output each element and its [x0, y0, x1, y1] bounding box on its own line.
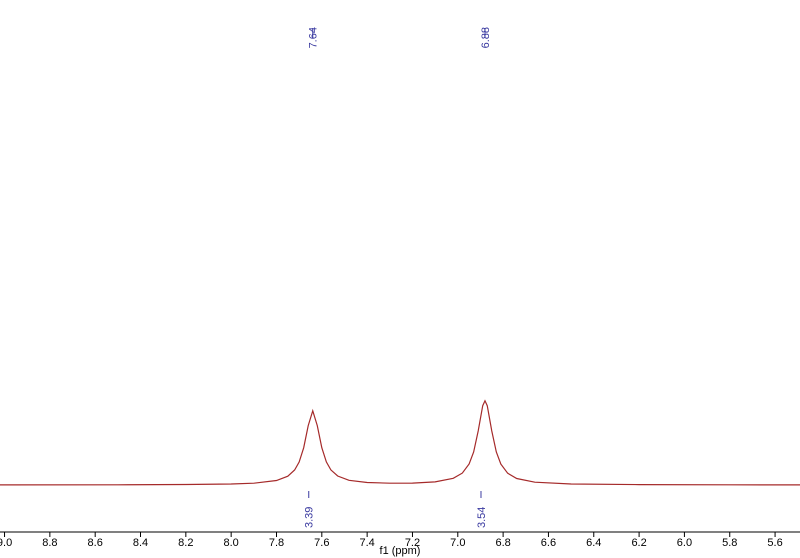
- x-tick-label: 7.0: [450, 537, 465, 549]
- x-tick-label: 7.2: [405, 537, 420, 549]
- x-tick-label: 8.6: [88, 537, 103, 549]
- x-tick-label: 6.8: [495, 537, 510, 549]
- x-tick-label: 8.8: [42, 537, 57, 549]
- x-tick-label: 8.0: [224, 537, 239, 549]
- x-tick-label: 5.6: [767, 537, 782, 549]
- x-tick-label: 6.4: [586, 537, 601, 549]
- x-tick-label: 7.4: [359, 537, 374, 549]
- x-tick-label: 8.2: [178, 537, 193, 549]
- peak-label: 6.88: [480, 27, 492, 48]
- x-tick-label: 7.6: [314, 537, 329, 549]
- spectrum-line: [0, 399, 800, 486]
- x-tick-label: 6.2: [631, 537, 646, 549]
- integral-label: 3.54: [476, 507, 488, 528]
- x-tick-label: 5.8: [722, 537, 737, 549]
- x-tick-label: 8.4: [133, 537, 148, 549]
- x-tick-label: 9.0: [0, 537, 12, 549]
- integral-label: 3.39: [304, 507, 316, 528]
- peak-label: 7.64: [308, 27, 320, 48]
- x-axis-label: f1 (ppm): [380, 545, 421, 557]
- x-tick-label: 6.6: [541, 537, 556, 549]
- x-tick-label: 6.0: [677, 537, 692, 549]
- x-tick-label: 7.8: [269, 537, 284, 549]
